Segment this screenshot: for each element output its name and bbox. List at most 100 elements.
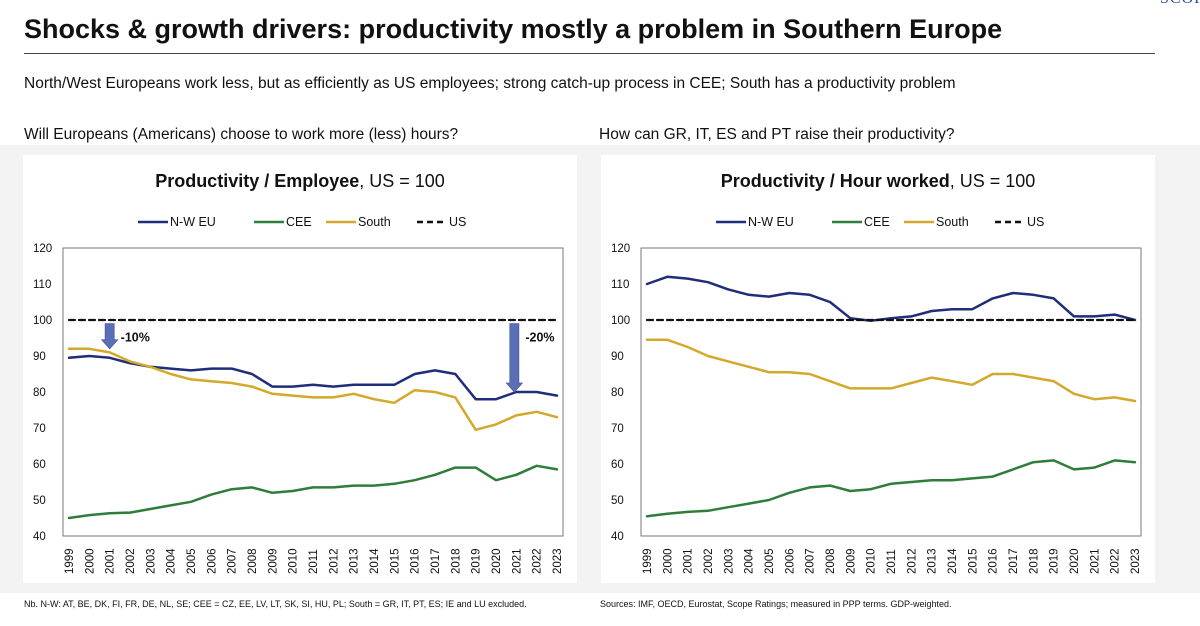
y-tick-label: 80 — [611, 387, 624, 399]
y-tick-label: 110 — [611, 279, 629, 291]
series-line-n-w-eu — [645, 275, 1137, 322]
chart-title-suffix: , US = 100 — [950, 171, 1036, 191]
x-tick-label: 2002 — [125, 548, 137, 574]
x-tick-label: 2008 — [247, 548, 259, 574]
x-tick-label: 2023 — [552, 548, 564, 574]
series-line-cee — [67, 464, 559, 520]
drop-arrow: -10% — [100, 323, 150, 350]
x-tick-label: 2007 — [805, 548, 817, 574]
x-tick-label: 2011 — [886, 549, 898, 574]
y-tick-label: 120 — [33, 243, 52, 255]
y-tick-label: 70 — [33, 423, 46, 435]
x-tick-label: 2017 — [430, 548, 442, 574]
x-tick-label: 2007 — [227, 548, 239, 574]
y-tick-label: 50 — [611, 495, 624, 507]
x-tick-label: 2015 — [389, 548, 401, 574]
y-tick-label: 60 — [611, 459, 624, 471]
x-tick-label: 2021 — [1089, 548, 1101, 574]
x-tick-label: 2003 — [145, 548, 157, 574]
x-tick-label: 2006 — [784, 548, 796, 574]
x-tick-label: 2012 — [906, 548, 918, 574]
legend-label-us: US — [1027, 215, 1044, 229]
plot-frame — [640, 247, 1142, 537]
x-tick-label: 2001 — [683, 548, 695, 574]
x-tick-label: 2016 — [410, 548, 422, 574]
x-tick-label: 2012 — [328, 548, 340, 574]
series-line-n-w-eu — [67, 354, 559, 401]
y-tick-label: 60 — [33, 459, 46, 471]
right-footnote: Sources: IMF, OECD, Eurostat, Scope Rati… — [600, 599, 952, 609]
chart-panel-employee: Productivity / Employee, US = 100 N-W EU C… — [23, 155, 577, 583]
chart-panel-hour: Productivity / Hour worked, US = 100 N-W … — [601, 155, 1155, 583]
productivity-employee-chart: Productivity / Employee, US = 100 N-W EU C… — [33, 171, 564, 574]
legend-label-south: South — [358, 215, 391, 229]
legend-label-us: US — [449, 215, 466, 229]
x-tick-label: 2021 — [511, 548, 523, 574]
x-tick-label: 2022 — [1110, 548, 1122, 574]
x-tick-label: 2009 — [845, 548, 857, 574]
y-tick-label: 100 — [33, 315, 52, 327]
x-tick-label: 2008 — [825, 548, 837, 574]
plot-frame — [62, 247, 564, 537]
x-tick-label: 2013 — [927, 548, 939, 574]
left-question: Will Europeans (Americans) choose to wor… — [24, 126, 459, 143]
y-tick-label: 50 — [33, 495, 46, 507]
x-tick-label: 2003 — [723, 548, 735, 574]
y-tick-label: 100 — [611, 315, 630, 327]
chart-title: Productivity / Employee, US = 100 — [155, 171, 445, 191]
x-tick-label: 2020 — [491, 548, 503, 574]
x-tick-label: 2000 — [84, 548, 96, 574]
x-tick-label: 2004 — [166, 548, 178, 574]
chart-title-main: Productivity / Hour worked — [721, 171, 950, 191]
x-tick-label: 2016 — [988, 548, 1000, 574]
x-tick-label: 2014 — [947, 548, 959, 574]
x-tick-label: 2017 — [1008, 548, 1020, 574]
right-question: How can GR, IT, ES and PT raise their pr… — [599, 126, 955, 143]
chart-title-suffix: , US = 100 — [359, 171, 445, 191]
arrow-label: -10% — [121, 331, 150, 345]
x-tick-label: 1999 — [642, 548, 654, 574]
legend-label-south: South — [936, 215, 969, 229]
drop-arrow: -20% — [505, 323, 555, 393]
arrow-shape — [505, 323, 524, 393]
x-tick-label: 2015 — [967, 548, 979, 574]
title-divider — [24, 53, 1155, 54]
x-tick-label: 2006 — [206, 548, 218, 574]
y-tick-label: 90 — [33, 351, 46, 363]
x-tick-label: 2009 — [267, 548, 279, 574]
legend-label-cee: CEE — [286, 215, 312, 229]
productivity-hour-chart: Productivity / Hour worked, US = 100 N-W … — [611, 171, 1142, 574]
x-tick-label: 2004 — [744, 548, 756, 574]
legend-label-n-w-eu: N-W EU — [170, 215, 216, 229]
y-tick-label: 70 — [611, 423, 624, 435]
x-tick-label: 2018 — [450, 548, 462, 574]
y-tick-label: 40 — [33, 531, 46, 543]
x-tick-label: 2020 — [1069, 548, 1081, 574]
chart-title: Productivity / Hour worked, US = 100 — [721, 171, 1036, 191]
x-tick-label: 2023 — [1130, 548, 1142, 574]
x-tick-label: 2011 — [308, 549, 320, 574]
x-tick-label: 2018 — [1028, 548, 1040, 574]
x-tick-label: 2010 — [288, 548, 300, 574]
x-tick-label: 2000 — [662, 548, 674, 574]
page-subtitle: North/West Europeans work less, but as e… — [24, 75, 956, 92]
series-line-south — [645, 338, 1137, 403]
y-tick-label: 80 — [33, 387, 46, 399]
x-tick-label: 2002 — [703, 548, 715, 574]
x-tick-label: 2001 — [105, 548, 117, 574]
x-tick-label: 2005 — [764, 548, 776, 574]
x-tick-label: 2005 — [186, 548, 198, 574]
legend-label-cee: CEE — [864, 215, 890, 229]
series-line-south — [67, 347, 559, 432]
arrow-label: -20% — [525, 331, 554, 345]
series-line-cee — [645, 459, 1137, 518]
x-tick-label: 1999 — [64, 548, 76, 574]
x-tick-label: 2019 — [471, 548, 483, 574]
legend-label-n-w-eu: N-W EU — [748, 215, 794, 229]
brand-logo: SCOP — [1160, 0, 1200, 6]
y-tick-label: 120 — [611, 243, 630, 255]
x-tick-label: 2022 — [532, 548, 544, 574]
x-tick-label: 2010 — [866, 548, 878, 574]
y-tick-label: 40 — [611, 531, 624, 543]
y-tick-label: 110 — [33, 279, 51, 291]
